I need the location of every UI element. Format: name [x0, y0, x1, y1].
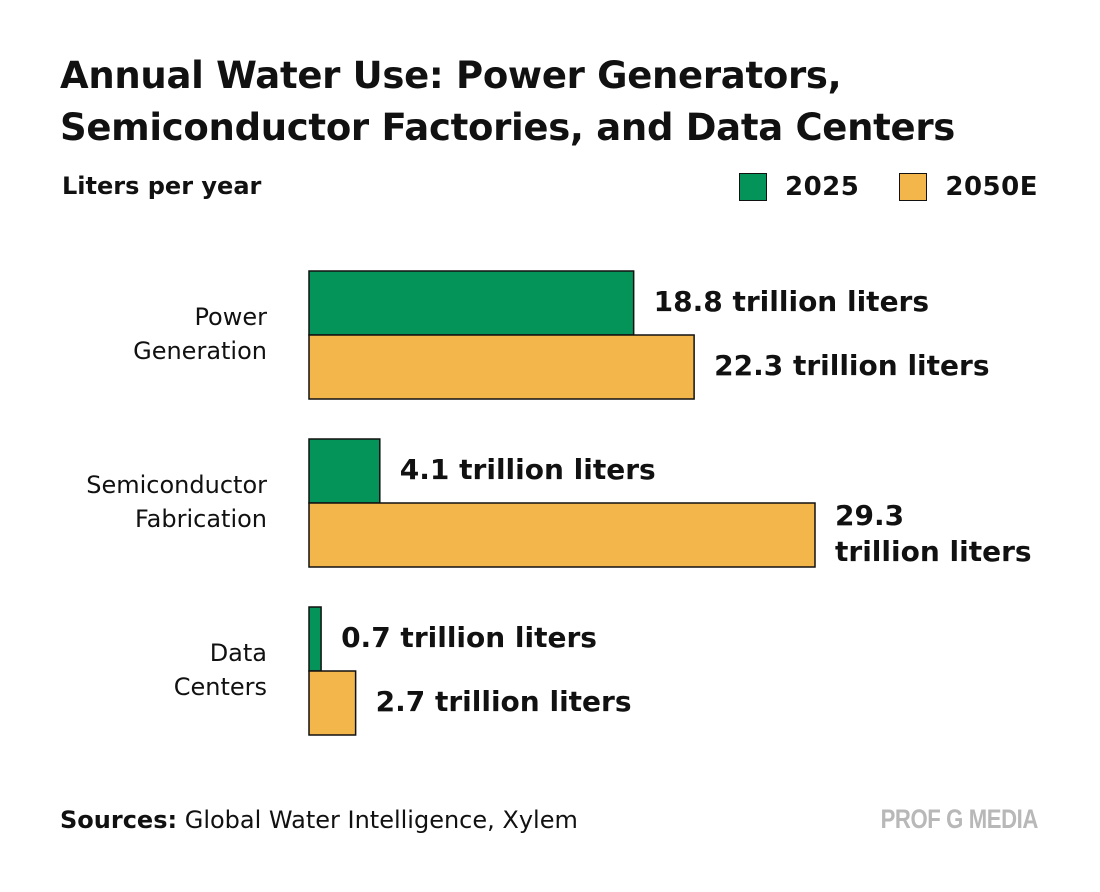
bar-2025-2 — [308, 606, 322, 672]
data-label-2050e-1: 29.3 trillion liters — [835, 499, 1032, 568]
chart-legend: 2025 2050E — [739, 172, 1038, 202]
data-label-2025-1: 4.1 trillion liters — [400, 453, 656, 486]
legend-item-2025: 2025 — [739, 172, 859, 202]
sources-label: Sources: — [60, 806, 178, 834]
bar-2050e-2 — [308, 670, 357, 736]
category-label-2: Data Centers — [174, 639, 267, 701]
data-label-2050e-2: 2.7 trillion liters — [376, 685, 632, 718]
chart-title-line-2: Semiconductor Factories, and Data Center… — [60, 106, 955, 149]
legend-swatch-2050e — [899, 173, 928, 201]
chart-subtitle: Liters per year — [62, 172, 262, 200]
sources-note: Sources: Global Water Intelligence, Xyle… — [60, 806, 578, 834]
chart-title-line-1: Annual Water Use: Power Generators, — [60, 54, 842, 97]
data-label-2025-0: 18.8 trillion liters — [654, 285, 929, 318]
legend-label-2025: 2025 — [785, 172, 860, 202]
bar-2050e-1 — [308, 502, 816, 568]
legend-swatch-2025 — [739, 173, 767, 201]
data-label-2025-2: 0.7 trillion liters — [341, 621, 597, 654]
bar-2025-0 — [308, 270, 635, 336]
category-label-1: Semiconductor Fabrication — [86, 471, 267, 533]
bar-2025-1 — [308, 438, 381, 504]
chart-title: Annual Water Use: Power Generators, Semi… — [60, 50, 1060, 154]
sources-text: Global Water Intelligence, Xylem — [184, 806, 578, 834]
brand-logo: PROF G MEDIA — [880, 804, 1039, 834]
legend-label-2050e: 2050E — [945, 172, 1038, 202]
legend-item-2050e: 2050E — [899, 172, 1038, 202]
data-label-2050e-0: 22.3 trillion liters — [714, 349, 989, 382]
category-label-0: Power Generation — [133, 303, 267, 365]
bar-2050e-0 — [308, 334, 695, 400]
